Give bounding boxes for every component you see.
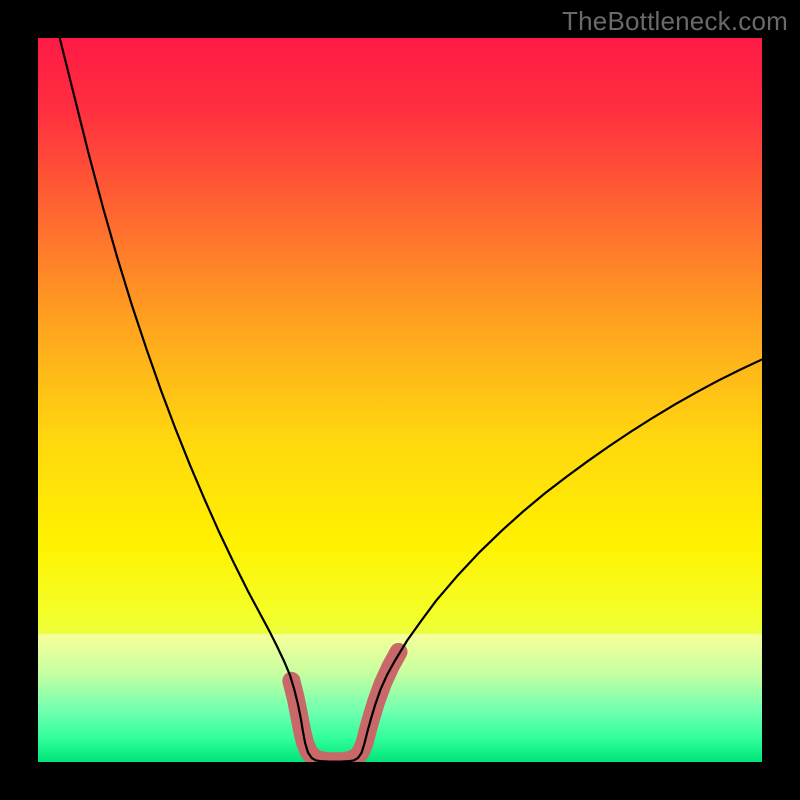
chart-svg — [38, 38, 762, 762]
figure-frame: TheBottleneck.com — [0, 0, 800, 800]
watermark-text: TheBottleneck.com — [562, 6, 788, 37]
plot-area — [38, 38, 762, 762]
